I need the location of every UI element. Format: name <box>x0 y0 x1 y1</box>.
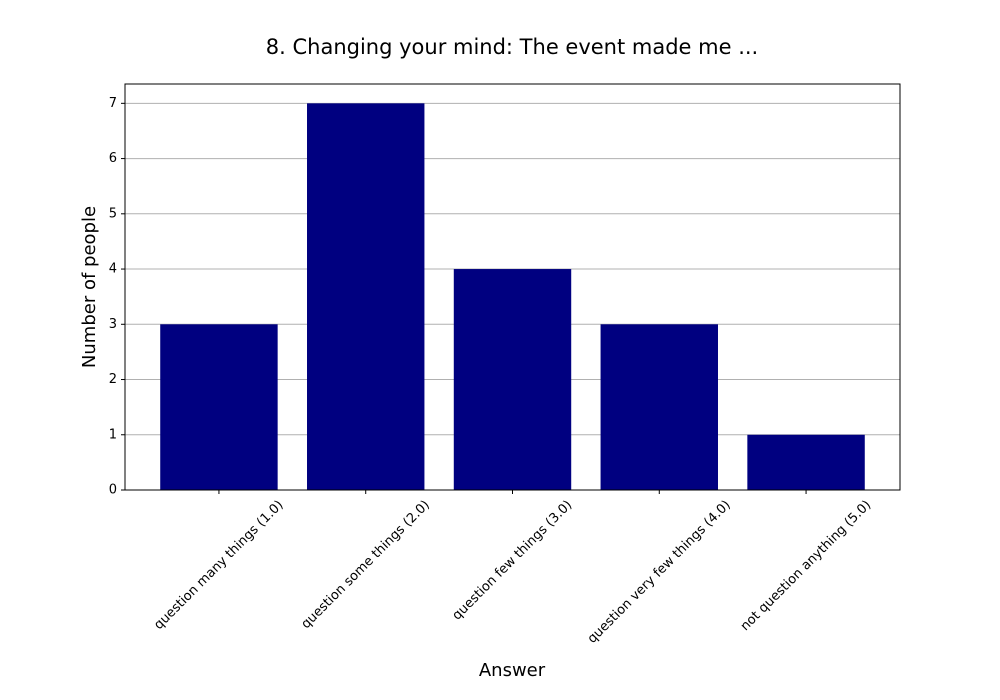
bar <box>307 103 425 490</box>
x-tick-label: question few things (3.0) <box>450 498 576 624</box>
x-tick-label: question some things (2.0) <box>299 498 433 632</box>
y-tick-label: 7 <box>109 96 117 111</box>
y-tick-label: 0 <box>109 483 117 498</box>
x-tick-label: not question anything (5.0) <box>738 498 874 634</box>
x-tick-label: question very few things (4.0) <box>585 498 734 647</box>
y-tick-label: 3 <box>109 317 117 332</box>
bar <box>453 269 572 490</box>
y-tick-label: 6 <box>109 151 117 166</box>
bar <box>600 324 718 490</box>
bar <box>747 434 865 490</box>
x-tick-label: question many things (1.0) <box>151 498 286 633</box>
x-axis-label: Answer <box>479 660 546 681</box>
y-tick-label: 4 <box>109 262 117 277</box>
y-axis-label: Number of people <box>79 206 100 368</box>
y-tick-label: 2 <box>109 372 117 387</box>
chart-title: 8. Changing your mind: The event made me… <box>266 35 758 59</box>
y-tick-label: 5 <box>109 206 117 221</box>
y-tick-label: 1 <box>109 427 117 442</box>
bar <box>160 324 278 490</box>
plot-frame <box>124 83 901 491</box>
